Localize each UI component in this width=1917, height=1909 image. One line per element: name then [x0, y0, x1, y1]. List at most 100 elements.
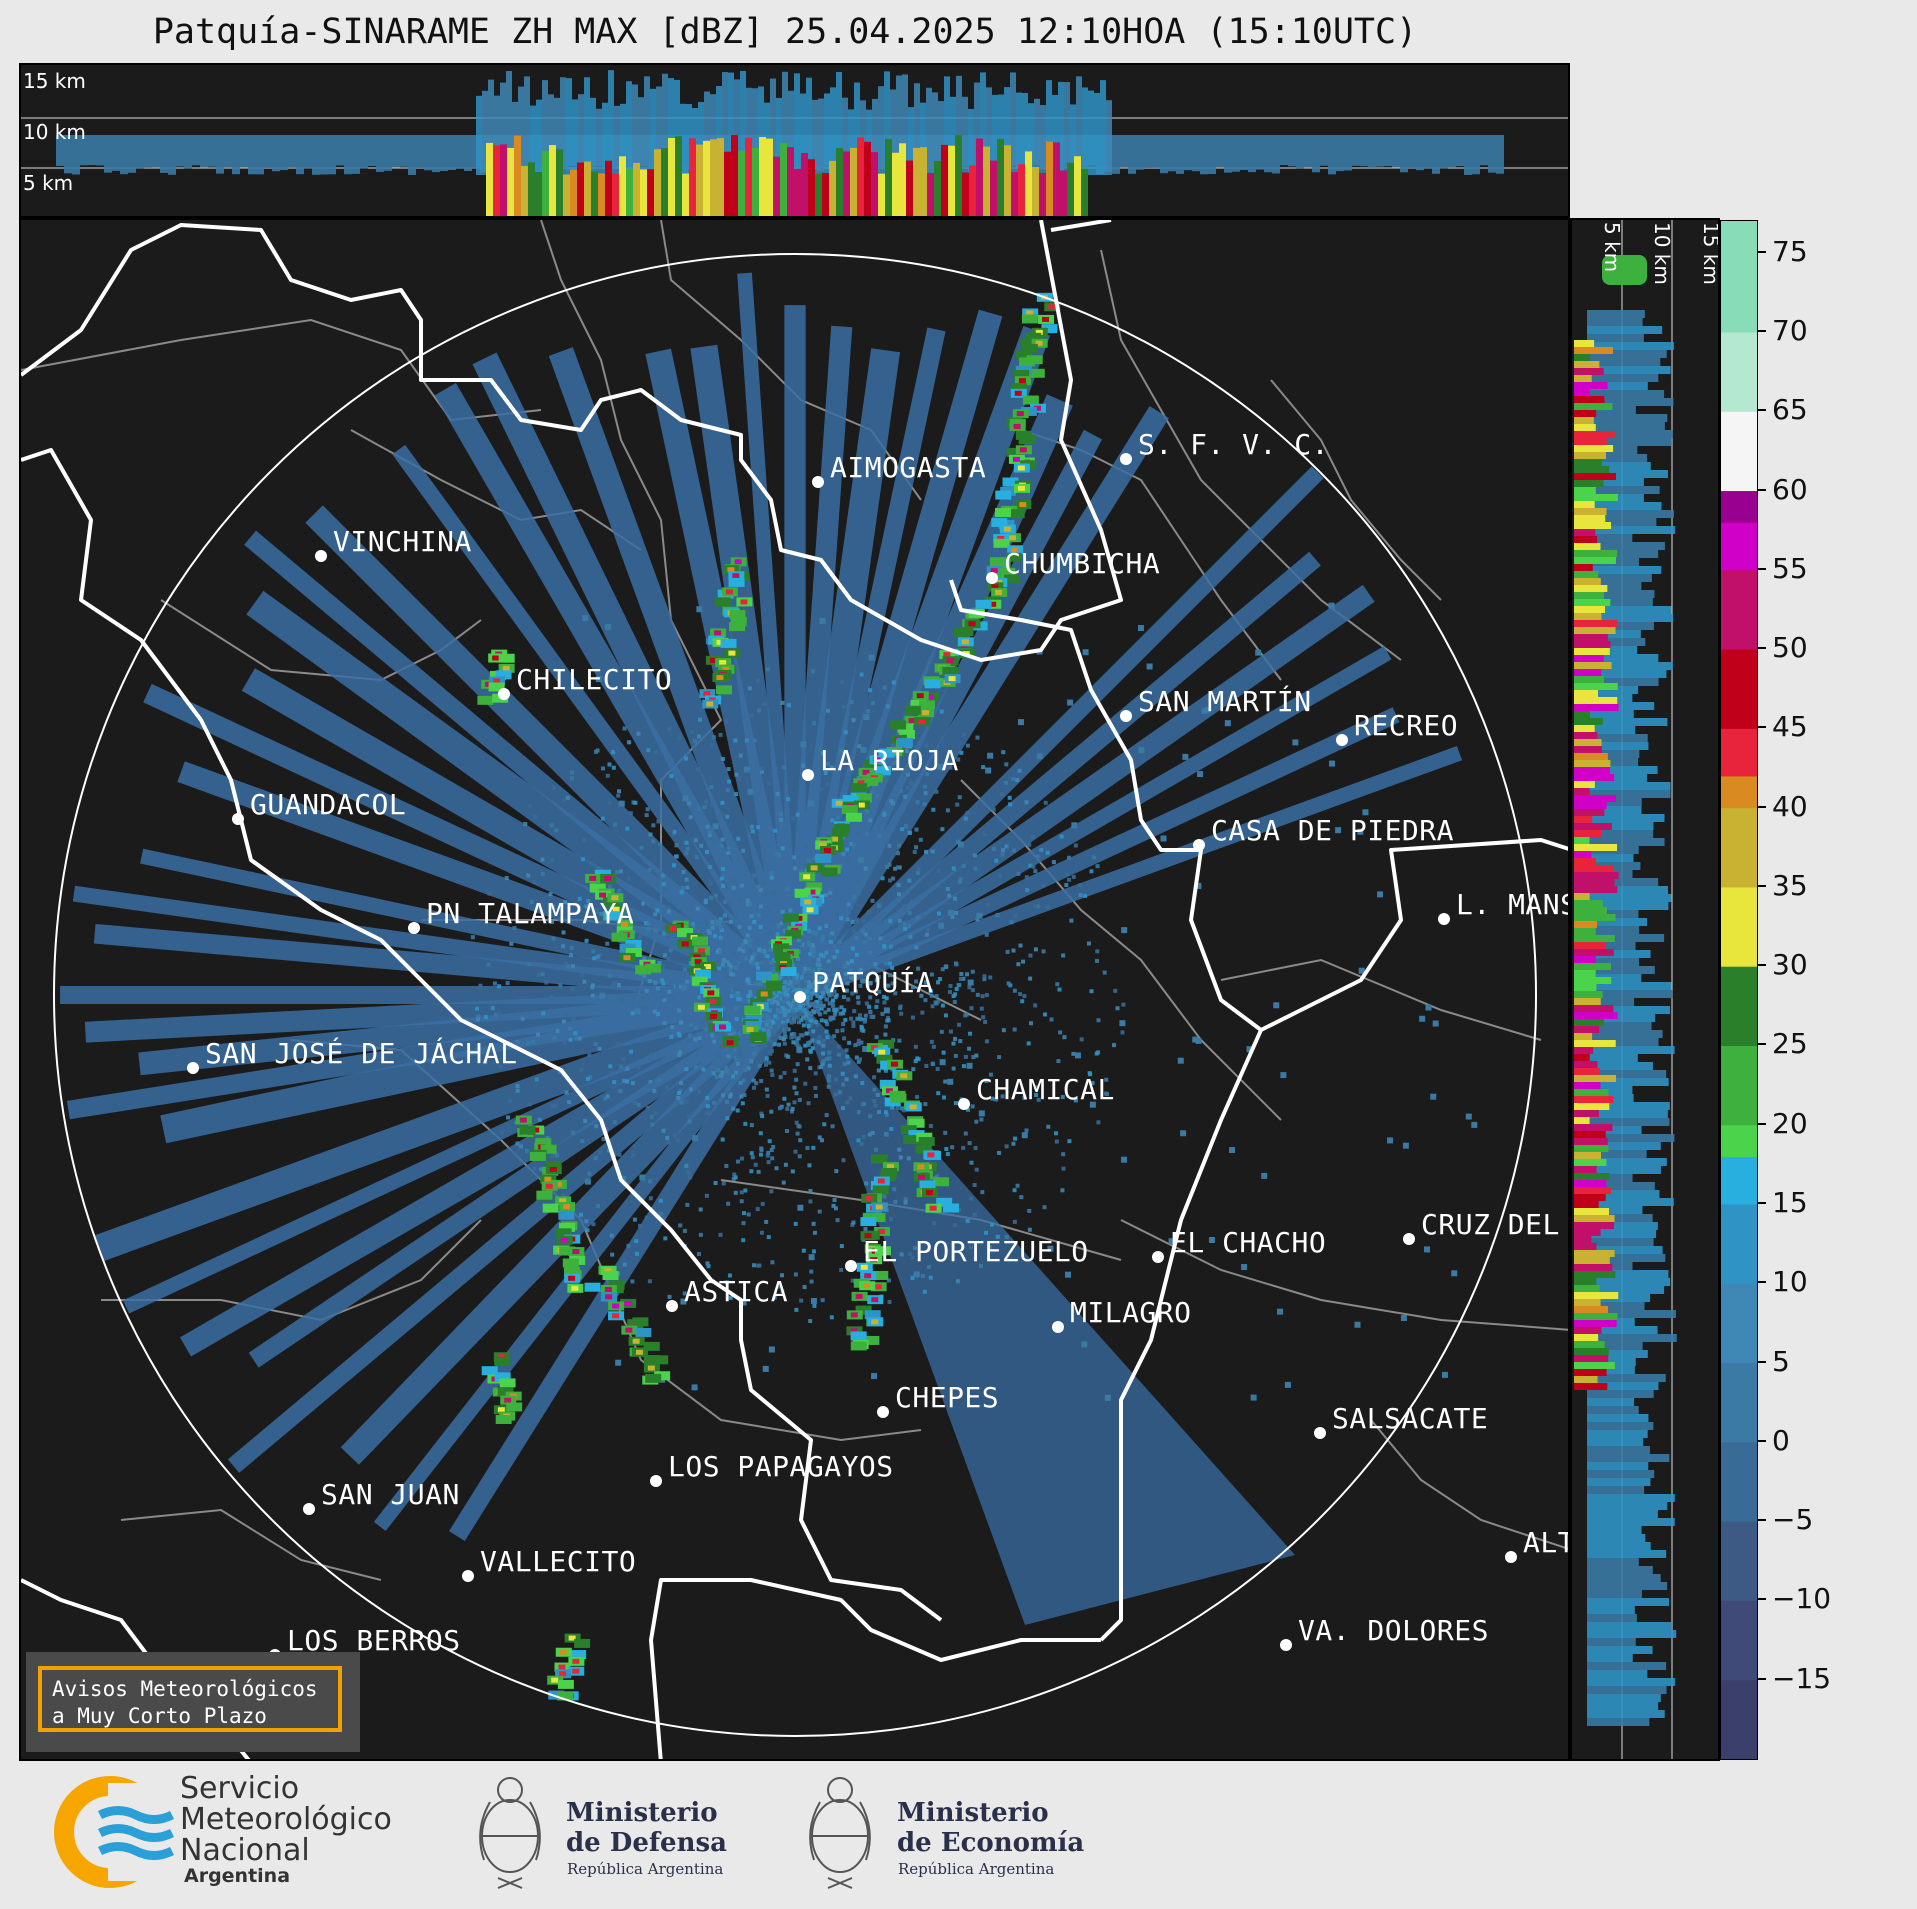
city-label: EL CHACHO	[1170, 1226, 1326, 1259]
city-marker[interactable]: LOS PAPAGAYOS	[650, 1450, 894, 1487]
city-marker[interactable]: SALSACATE	[1314, 1402, 1488, 1439]
chart-title: Patquía-SINARAME ZH MAX [dBZ] 25.04.2025…	[152, 12, 1418, 52]
city-dot	[408, 922, 420, 934]
colorbar-tick-label: 35	[1772, 868, 1808, 902]
colorbar-tick-label: −10	[1772, 1582, 1832, 1616]
city-marker[interactable]: CASA DE PIEDRA	[1193, 814, 1454, 851]
colorbar-segment	[1721, 1124, 1757, 1157]
side-height-label-15km: 15 km	[1699, 222, 1720, 285]
city-marker[interactable]: PN TALAMPAYA	[408, 897, 634, 934]
colorbar-segment	[1721, 1600, 1757, 1681]
colorbar-tick-label: 60	[1772, 472, 1808, 506]
city-label: ALT	[1523, 1526, 1570, 1559]
city-marker[interactable]: CRUZ DEL	[1403, 1208, 1560, 1245]
colorbar-tick-label: −5	[1772, 1503, 1814, 1537]
colorbar-segment	[1721, 411, 1757, 492]
city-marker[interactable]: CHEPES	[877, 1381, 999, 1418]
top-profile-svg	[21, 70, 1568, 216]
colorbar-tick	[1758, 1519, 1766, 1522]
radar-map-svg: AIMOGASTA S. F. V. C. VINCHINA CHUMBICHA CHI…	[21, 220, 1570, 1759]
city-marker[interactable]: LA RIOJA	[802, 744, 959, 781]
city-label: PN TALAMPAYA	[426, 897, 634, 930]
city-dot	[1403, 1233, 1415, 1245]
city-marker[interactable]: VINCHINA	[315, 525, 472, 562]
smn-line-4: Argentina	[184, 1865, 291, 1887]
city-label: VA. DOLORES	[1298, 1614, 1489, 1647]
city-dot	[187, 1062, 199, 1074]
city-marker[interactable]: CHILECITO	[498, 663, 672, 700]
city-marker[interactable]: EL CHACHO	[1152, 1226, 1326, 1263]
city-label: PATQUÍA	[812, 965, 934, 999]
city-label: L. MANS	[1456, 888, 1570, 921]
city-marker[interactable]: CHUMBICHA	[986, 547, 1160, 584]
notice-line-1: Avisos Meteorológicos	[52, 1677, 318, 1701]
colorbar-tick	[1758, 1043, 1766, 1046]
city-marker[interactable]: ALT	[1505, 1526, 1570, 1563]
colorbar-tick	[1758, 250, 1766, 253]
colorbar-tick-label: 70	[1772, 313, 1808, 347]
city-dot	[877, 1406, 889, 1418]
city-marker[interactable]: VALLECITO	[462, 1545, 636, 1582]
colorbar-segment	[1721, 490, 1757, 523]
city-marker[interactable]: L. MANS	[1438, 888, 1570, 925]
colorbar-segment	[1721, 966, 1757, 1046]
city-marker[interactable]: SAN MARTÍN	[1120, 684, 1312, 722]
side-height-profile-panel: 5 km 10 km 15 km	[1570, 218, 1720, 1761]
city-marker[interactable]: GUANDACOL	[232, 788, 406, 825]
city-dot	[812, 476, 824, 488]
city-dot	[1120, 710, 1132, 722]
city-dot	[802, 769, 814, 781]
side-profile-echoes	[1574, 255, 1677, 1726]
city-dot	[462, 1570, 474, 1582]
smn-line-3: Nacional	[180, 1833, 310, 1868]
colorbar-tick-label: 20	[1772, 1106, 1808, 1140]
city-marker[interactable]: CHAMICAL	[958, 1073, 1115, 1110]
colorbar-segment	[1721, 649, 1757, 729]
height-label-15km: 15 km	[23, 69, 86, 93]
city-label: CRUZ DEL	[1421, 1208, 1560, 1241]
city-marker[interactable]: EL PORTEZUELO	[845, 1235, 1089, 1272]
defensa-line-3: República Argentina	[567, 1860, 724, 1878]
city-marker[interactable]: RECREO	[1336, 709, 1458, 746]
city-marker[interactable]: PATQUÍA	[794, 965, 934, 1003]
city-dot	[794, 991, 806, 1003]
city-marker[interactable]: VA. DOLORES	[1280, 1614, 1489, 1651]
city-dot	[986, 572, 998, 584]
city-label: S. F. V. C.	[1138, 428, 1329, 461]
colorbar-segment	[1721, 1045, 1757, 1126]
colorbar-tick	[1758, 884, 1766, 887]
city-marker[interactable]: MILAGRO	[1052, 1296, 1192, 1333]
side-profile-svg	[1574, 220, 1677, 1759]
city-marker[interactable]: AIMOGASTA	[812, 451, 986, 488]
city-marker[interactable]: S. F. V. C.	[1120, 428, 1329, 465]
city-marker[interactable]: SAN JOSÉ DE JÁCHAL	[187, 1036, 517, 1074]
city-dot	[1193, 839, 1205, 851]
city-label: CHUMBICHA	[1004, 547, 1160, 580]
defensa-line-1: Ministerio	[566, 1798, 718, 1828]
colorbar-svg	[1721, 221, 1757, 1759]
colorbar-tick	[1758, 1677, 1766, 1680]
colorbar-tick-label: 45	[1772, 710, 1808, 744]
radar-map-panel[interactable]: AIMOGASTA S. F. V. C. VINCHINA CHUMBICHA CHI…	[19, 218, 1570, 1761]
city-dot	[650, 1475, 662, 1487]
coat-of-arms-icon	[479, 1777, 541, 1889]
colorbar-tick	[1758, 1439, 1766, 1442]
colorbar-tick	[1758, 1202, 1766, 1205]
colorbar-tick	[1758, 409, 1766, 412]
colorbar-segment	[1721, 886, 1757, 967]
city-label: SAN MARTÍN	[1138, 684, 1312, 718]
city-dot	[1438, 913, 1450, 925]
city-dot	[1052, 1321, 1064, 1333]
height-label-5km: 5 km	[23, 171, 74, 195]
top-height-profile-panel: 15 km 10 km 5 km	[19, 63, 1570, 218]
city-marker[interactable]: ASTICA	[666, 1275, 788, 1312]
colorbar-tick-label: 15	[1772, 1186, 1808, 1220]
city-label: LA RIOJA	[820, 744, 959, 777]
city-dot	[845, 1260, 857, 1272]
colorbar-segment	[1721, 1283, 1757, 1364]
city-marker[interactable]: SAN JUAN	[303, 1478, 460, 1515]
colorbar-tick	[1758, 964, 1766, 967]
city-label: RECREO	[1354, 709, 1458, 742]
notice-box[interactable]: Avisos Meteorológicos a Muy Corto Plazo	[26, 1652, 360, 1752]
smn-line-2: Meteorológico	[180, 1802, 392, 1837]
